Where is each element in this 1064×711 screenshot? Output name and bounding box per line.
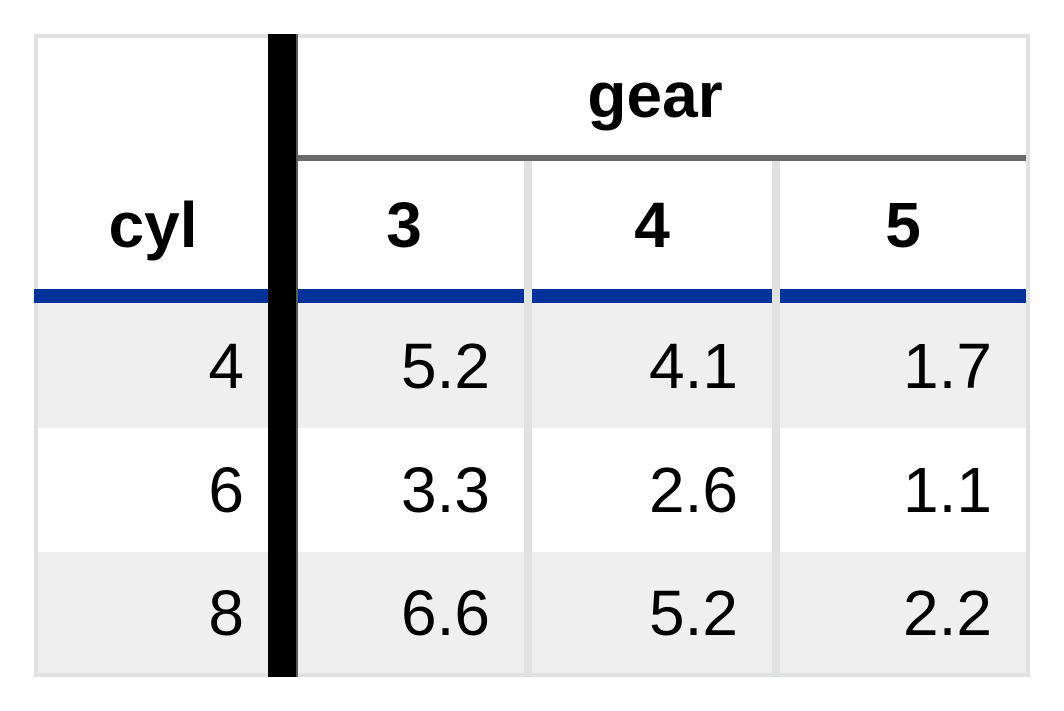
cell-value: 2.6: [649, 454, 738, 526]
table-cell: 2.2: [780, 552, 1026, 673]
table-cell: 1.1: [780, 428, 1026, 552]
cell-value: 5.2: [401, 329, 490, 402]
table-cell: 6.6: [284, 552, 524, 673]
column-header-label: 5: [885, 189, 921, 261]
stub-header: cyl: [38, 161, 268, 289]
row-label-text: 6: [208, 454, 244, 526]
row-stripe: [38, 552, 1026, 673]
row-label: 6: [38, 428, 268, 552]
table-cell: 3.3: [284, 428, 524, 552]
column-header: 5: [780, 161, 1026, 289]
cell-value: 6.6: [401, 576, 490, 649]
cell-value: 1.7: [903, 329, 992, 402]
header-rule: [780, 289, 1026, 303]
column-divider: [524, 161, 532, 673]
column-header-label: 3: [386, 189, 422, 261]
row-label: 4: [38, 303, 268, 428]
table-cell: 2.6: [532, 428, 772, 552]
header-rule: [34, 289, 268, 303]
column-header: 3: [284, 161, 524, 289]
cell-value: 5.2: [649, 576, 738, 649]
spanner-header: gear: [284, 34, 1026, 155]
column-header: 4: [532, 161, 772, 289]
column-divider: [772, 161, 780, 673]
stub-header-label: cyl: [108, 189, 198, 261]
row-stripe: [38, 303, 1026, 428]
cell-value: 2.2: [903, 576, 992, 649]
stub-separator: [268, 34, 298, 677]
row-label: 8: [38, 552, 268, 673]
column-header-label: 4: [634, 189, 670, 261]
spanner-label: gear: [587, 58, 723, 131]
cell-value: 3.3: [401, 454, 490, 526]
cell-value: 1.1: [903, 454, 992, 526]
row-label-text: 4: [208, 329, 244, 402]
table-cell: 5.2: [284, 303, 524, 428]
table-cell: 5.2: [532, 552, 772, 673]
cell-value: 4.1: [649, 329, 738, 402]
table-frame: [34, 34, 1030, 677]
spanner-underline: [284, 155, 1026, 161]
header-rule: [284, 289, 524, 303]
data-table: gear cyl 3 4 5 4 5.2 4.1 1.7 6 3.3 2.6 1…: [34, 34, 1030, 677]
table-cell: 1.7: [780, 303, 1026, 428]
header-rule: [532, 289, 772, 303]
table-cell: 4.1: [532, 303, 772, 428]
row-label-text: 8: [208, 576, 244, 649]
